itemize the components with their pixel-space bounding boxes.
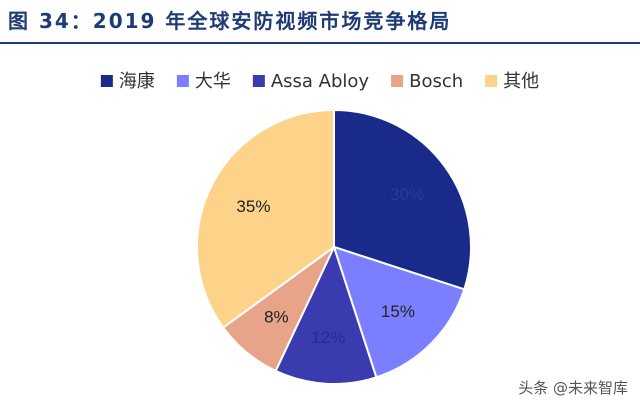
- pie-slice-4: [196, 108, 335, 329]
- legend-swatch-1: [176, 75, 189, 87]
- legend-swatch-4: [485, 75, 498, 87]
- slice-label-3: 8%: [264, 308, 289, 327]
- legend-label-0: 海康: [119, 71, 155, 92]
- pie-slice-2: [274, 244, 378, 385]
- legend-label-1: 大华: [195, 71, 231, 92]
- legend-label-3: Bosch: [409, 71, 463, 92]
- pie-slices: [196, 108, 472, 385]
- slice-label-1: 15%: [381, 302, 415, 321]
- slice-label-4: 35%: [236, 197, 270, 216]
- slice-label-0: 30%: [390, 185, 424, 204]
- legend-item-1: 大华: [176, 71, 231, 92]
- slice-label-2: 12%: [311, 328, 345, 347]
- legend-swatch-0: [100, 75, 113, 87]
- title-divider: [0, 42, 640, 44]
- legend-label-4: 其他: [503, 71, 539, 92]
- chart-legend: 海康 大华 Assa Abloy Bosch 其他: [100, 71, 539, 92]
- legend-item-2: Assa Abloy: [252, 71, 370, 92]
- legend-swatch-2: [252, 75, 265, 87]
- legend-item-0: 海康: [100, 71, 155, 92]
- legend-item-3: Bosch: [391, 71, 463, 92]
- legend-item-4: 其他: [485, 71, 539, 92]
- legend-swatch-3: [391, 75, 404, 87]
- pie-labels: 30% 15% 12% 8% 35%: [236, 185, 424, 347]
- legend-label-2: Assa Abloy: [271, 71, 370, 92]
- watermark: 头条 @未来智库: [518, 379, 628, 397]
- pie-slice-0: [333, 108, 472, 291]
- figure-title: 图 34：2019 年全球安防视频市场竞争格局: [8, 9, 452, 33]
